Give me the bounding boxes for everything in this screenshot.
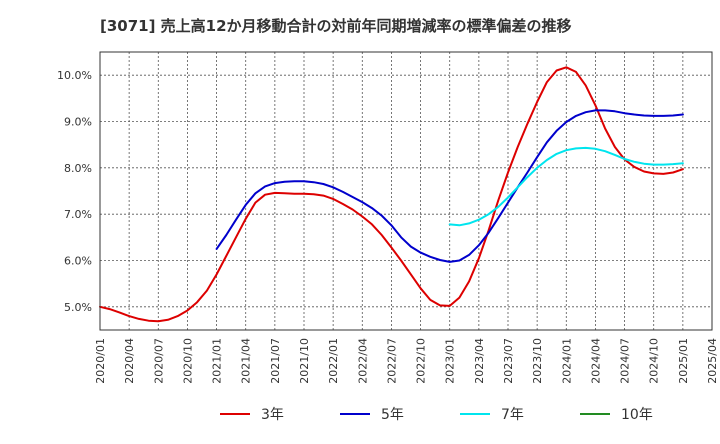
- x-tick-label: 2025/04: [706, 338, 719, 384]
- legend-label: 3年: [261, 407, 284, 423]
- x-tick-label: 2023/07: [502, 338, 515, 384]
- series-lines: [99, 66, 684, 323]
- x-tick-label: 2022/01: [327, 338, 340, 384]
- y-tick-label: 6.0%: [64, 255, 92, 268]
- y-tick-label: 8.0%: [64, 162, 92, 175]
- x-tick-label: 2024/10: [648, 338, 661, 384]
- x-tick-label: 2025/01: [677, 338, 690, 384]
- x-tick-label: 2023/01: [444, 338, 457, 384]
- legend-label: 5年: [381, 407, 404, 423]
- series-line: [215, 109, 684, 263]
- y-axis-tick-labels: 5.0% 6.0% 7.0% 8.0% 9.0% 10.0%: [57, 69, 92, 314]
- x-tick-label: 2020/04: [123, 338, 136, 384]
- x-tick-label: 2020/07: [152, 338, 165, 384]
- grid-lines: [99, 52, 713, 330]
- x-tick-label: 2020/10: [181, 338, 194, 384]
- series-line: [448, 146, 684, 227]
- x-tick-label: 2021/07: [269, 338, 282, 384]
- x-tick-label: 2023/04: [473, 338, 486, 384]
- x-tick-label: 2024/07: [619, 338, 632, 384]
- chart-title: [3071] 売上高12か月移動合計の対前年同期増減率の標準偏差の推移: [100, 17, 572, 35]
- x-tick-label: 2024/01: [560, 338, 573, 384]
- x-tick-label: 2021/04: [240, 338, 253, 384]
- y-tick-label: 10.0%: [57, 69, 92, 82]
- x-tick-label: 2021/01: [211, 338, 224, 384]
- plot-area-frame: [99, 51, 713, 331]
- x-tick-label: 2023/10: [531, 338, 544, 384]
- series-line: [99, 66, 684, 323]
- x-axis-tick-labels: 2020/01 2020/04 2020/07 2020/10 2021/01 2021/…: [94, 338, 719, 384]
- y-tick-label: 7.0%: [64, 208, 92, 221]
- x-tick-label: 2022/10: [415, 338, 428, 384]
- x-tick-label: 2020/01: [94, 338, 107, 384]
- legend-label: 7年: [501, 407, 524, 423]
- legend-label: 10年: [621, 407, 653, 423]
- legend: 3年 5年 7年 10年: [220, 407, 653, 423]
- x-tick-label: 2024/04: [589, 338, 602, 384]
- x-tick-label: 2022/04: [356, 338, 369, 384]
- x-tick-label: 2021/10: [298, 338, 311, 384]
- y-tick-label: 9.0%: [64, 116, 92, 129]
- y-tick-label: 5.0%: [64, 301, 92, 314]
- x-tick-label: 2022/07: [385, 338, 398, 384]
